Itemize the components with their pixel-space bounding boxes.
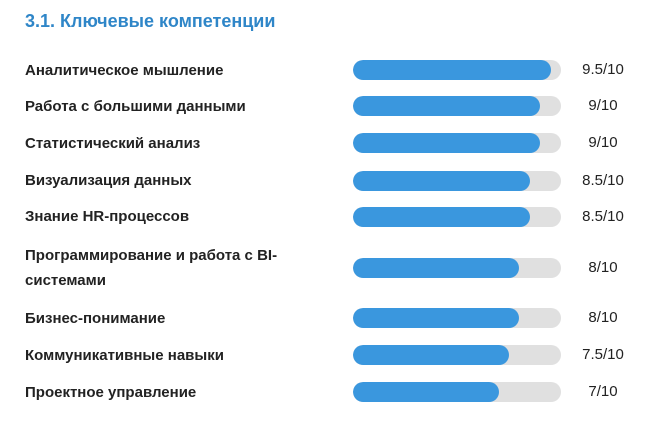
skill-label: Коммуникативные навыки: [25, 347, 224, 364]
skill-label: Визуализация данных: [25, 172, 192, 189]
skill-bar-track: [353, 345, 561, 365]
skill-score: 8/10: [588, 259, 618, 276]
skill-bar-fill: [353, 133, 541, 153]
skill-score: 8/10: [588, 309, 618, 326]
skill-bar-track: [353, 308, 561, 328]
skill-bar-fill: [353, 60, 551, 80]
skill-bar-track: [353, 96, 561, 116]
skill-bar-track: [353, 258, 561, 278]
skill-bar-fill: [353, 96, 541, 116]
skill-label: Работа с большими данными: [25, 98, 246, 115]
skill-bar-fill: [353, 207, 530, 227]
skill-bar-fill: [353, 308, 520, 328]
skill-label: Аналитическое мышление: [25, 62, 224, 79]
skill-score: 7.5/10: [582, 346, 624, 363]
skill-bar-fill: [353, 382, 499, 402]
skill-bar-track: [353, 171, 561, 191]
skill-label: Бизнес-понимание: [25, 310, 166, 327]
skill-score: 9/10: [588, 134, 618, 151]
section-title: 3.1. Ключевые компетенции: [25, 11, 276, 31]
skill-bar-fill: [353, 345, 509, 365]
skill-score: 8.5/10: [582, 172, 624, 189]
skill-label: Проектное управление: [25, 384, 197, 401]
skill-bar-fill: [353, 258, 520, 278]
skill-label: Программирование и работа с BI-системами: [25, 247, 278, 289]
skill-label: Знание HR-процессов: [25, 208, 190, 225]
skill-bar-track: [353, 207, 561, 227]
skill-score: 8.5/10: [582, 208, 624, 225]
skill-bar-track: [353, 60, 561, 80]
skill-score: 7/10: [588, 383, 618, 400]
skill-label: Статистический анализ: [25, 135, 201, 152]
skill-bar-fill: [353, 171, 530, 191]
skill-score: 9/10: [588, 97, 618, 114]
skill-score: 9.5/10: [582, 61, 624, 78]
skill-bar-track: [353, 133, 561, 153]
skill-bar-track: [353, 382, 561, 402]
